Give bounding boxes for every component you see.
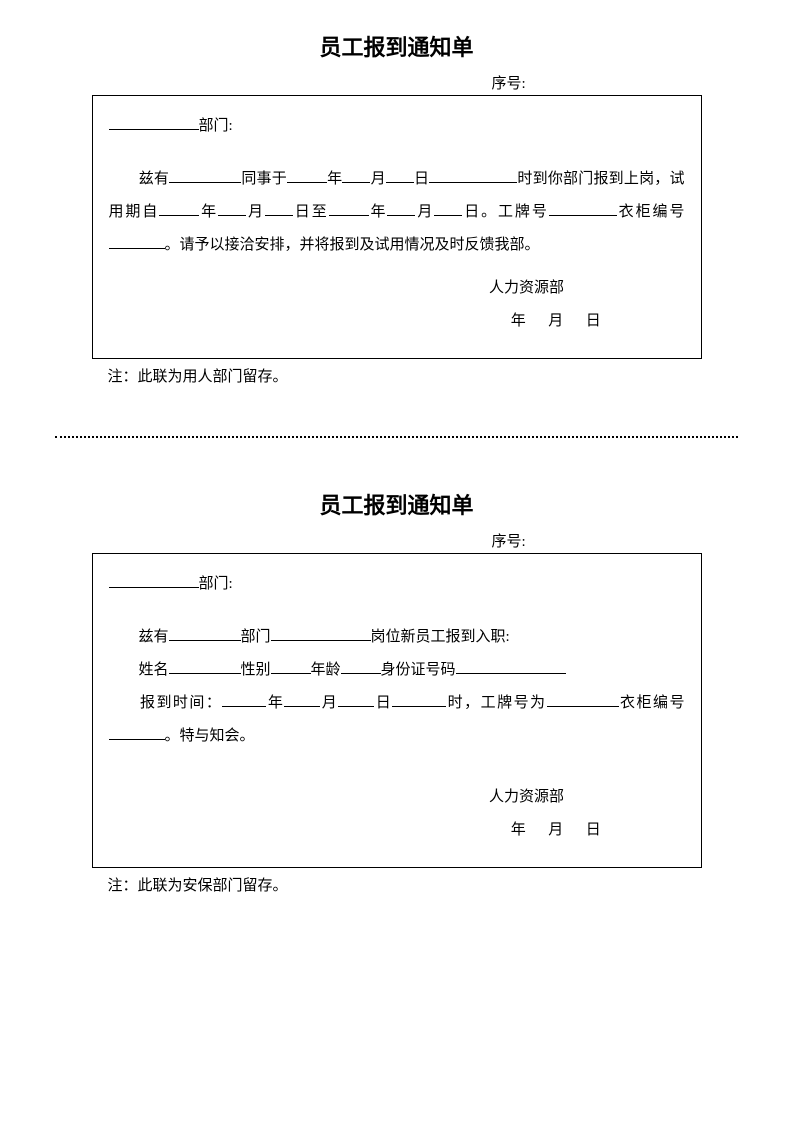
txt: 日至 <box>293 204 329 220</box>
form2-title: 员工报到通知单 <box>77 488 717 520</box>
txt: 日 <box>374 695 392 711</box>
name2-blank[interactable] <box>169 659 241 674</box>
form1-date: 年 月 日 <box>109 305 685 338</box>
age-blank[interactable] <box>341 659 381 674</box>
badge-blank[interactable] <box>549 201 617 216</box>
form-copy-1: 员工报到通知单 序号: 部门: 兹有同事于年月日时到你部门报到上岗，试用期自年月… <box>77 30 717 386</box>
year2-blank[interactable] <box>222 692 266 707</box>
txt: 岗位新员工报到入职: <box>371 629 510 645</box>
id-blank[interactable] <box>456 659 566 674</box>
txt: 报到时间： <box>139 695 223 711</box>
txt: 兹有 <box>139 171 170 187</box>
hour-blank[interactable] <box>392 692 446 707</box>
txt: 兹有 <box>139 629 169 645</box>
trial-day1-blank[interactable] <box>265 201 293 216</box>
dept-blank[interactable] <box>109 573 199 588</box>
form-copy-2: 员工报到通知单 序号: 部门: 兹有 部门 岗位新员工报到入职: 姓名 性别 年龄 身份证… <box>77 488 717 895</box>
txt: 。请予以接洽安排，并将报到及试用情况及时反馈我部。 <box>165 237 540 253</box>
trial-year1-blank[interactable] <box>159 201 199 216</box>
txt: 衣柜编 <box>619 695 670 711</box>
form1-body: 兹有同事于年月日时到你部门报到上岗，试用期自年月日至年月日。工牌号衣柜编号。请予… <box>109 163 685 262</box>
txt: 年 <box>266 695 284 711</box>
form2-box: 部门: 兹有部门岗位新员工报到入职: 姓名性别年龄身份证号码 报到时间：年月日时… <box>92 553 702 868</box>
form1-box: 部门: 兹有同事于年月日时到你部门报到上岗，试用期自年月日至年月日。工牌号衣柜编… <box>92 95 702 359</box>
time-blank[interactable] <box>429 168 517 183</box>
date-y: 年 <box>511 313 528 329</box>
date-d: 日 <box>586 822 603 838</box>
form1-serial: 序号: <box>77 72 717 93</box>
serial-label: 序号: <box>492 534 526 550</box>
txt: 月 <box>246 204 265 220</box>
txt: 年 <box>327 171 342 187</box>
form1-title: 员工报到通知单 <box>77 30 717 62</box>
dept-blank[interactable] <box>109 115 199 130</box>
month-blank[interactable] <box>342 168 370 183</box>
badge2-blank[interactable] <box>547 692 619 707</box>
form1-dept-line: 部门: <box>109 110 685 143</box>
form2-note: 注：此联为安保部门留存。 <box>92 874 702 895</box>
trial-year2-blank[interactable] <box>329 201 369 216</box>
form1-note: 注：此联为用人部门留存。 <box>92 365 702 386</box>
form2-serial: 序号: <box>77 530 717 551</box>
tear-divider <box>55 436 738 438</box>
locker2-blank[interactable] <box>109 725 165 740</box>
txt: 衣柜编 <box>617 204 670 220</box>
trial-month2-blank[interactable] <box>387 201 415 216</box>
txt: 姓名 <box>139 662 169 678</box>
form2-body: 兹有 部门 岗位新员工报到入职: 姓名 性别 年龄 身份证号码 报到时间： 年 月 日 时，工牌号… <box>109 621 685 753</box>
year-blank[interactable] <box>287 168 327 183</box>
form2-dept-line: 部门: <box>109 568 685 601</box>
trial-day2-blank[interactable] <box>434 201 462 216</box>
txt: 。特与知会。 <box>165 728 255 744</box>
txt: 日。工牌号 <box>462 204 548 220</box>
date-m: 月 <box>548 313 565 329</box>
form2-date: 年 月 日 <box>109 814 685 847</box>
txt: 年龄 <box>311 662 341 678</box>
name-blank[interactable] <box>169 168 241 183</box>
txt: 月 <box>415 204 434 220</box>
txt: 号 <box>669 695 684 711</box>
txt: 同事于 <box>241 171 287 187</box>
serial-label: 序号: <box>492 76 526 92</box>
txt: 性别 <box>241 662 271 678</box>
form2-signature: 人力资源部 <box>109 781 685 814</box>
trial-month1-blank[interactable] <box>218 201 246 216</box>
month2-blank[interactable] <box>284 692 320 707</box>
dept-label: 部门: <box>199 118 233 134</box>
txt: 日 <box>414 171 429 187</box>
txt: 月 <box>370 171 385 187</box>
gender-blank[interactable] <box>271 659 311 674</box>
date-y: 年 <box>511 822 528 838</box>
date-m: 月 <box>548 822 565 838</box>
txt: 时到你部门报到上 <box>517 171 639 187</box>
dept2-blank[interactable] <box>169 626 241 641</box>
form1-signature: 人力资源部 <box>109 272 685 305</box>
day-blank[interactable] <box>386 168 414 183</box>
txt: 年 <box>199 204 218 220</box>
dept-label: 部门: <box>199 576 233 592</box>
locker-blank[interactable] <box>109 234 165 249</box>
txt: 时，工牌号为 <box>446 695 546 711</box>
txt: 月 <box>320 695 338 711</box>
txt: 年 <box>369 204 388 220</box>
txt: 号 <box>669 204 684 220</box>
txt: 身份证号码 <box>381 662 456 678</box>
date-d: 日 <box>586 313 603 329</box>
position-blank[interactable] <box>271 626 371 641</box>
day2-blank[interactable] <box>338 692 374 707</box>
txt: 部门 <box>241 629 271 645</box>
